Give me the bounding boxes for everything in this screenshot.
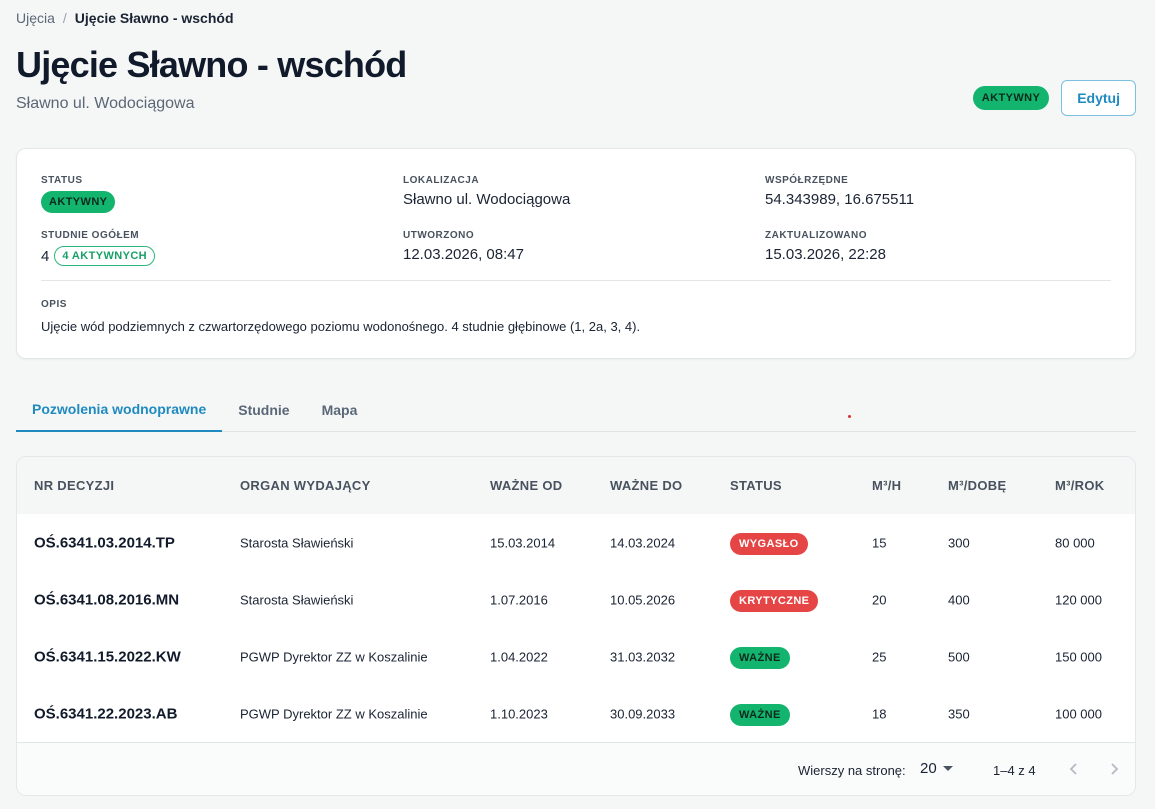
column-header-organ: ORGAN WYDAJĄCY <box>240 478 371 493</box>
info-updated-value: 15.03.2026, 22:28 <box>765 246 886 263</box>
column-header-nr: NR DECYZJI <box>34 478 115 493</box>
cell-valid-from: 15.03.2014 <box>490 535 556 550</box>
rows-per-page-value: 20 <box>920 760 937 777</box>
info-coords-value: 54.343989, 16.675511 <box>765 191 915 208</box>
cell-m3h: 15 <box>872 535 887 550</box>
cell-valid-to: 10.05.2026 <box>610 592 676 607</box>
info-location-label: LOKALIZACJA <box>403 175 480 186</box>
table-row[interactable]: OŚ.6341.03.2014.TP Starosta Sławieński 1… <box>17 514 1135 571</box>
status-badge-expired: WYGASŁO <box>730 532 808 555</box>
cell-m3year: 150 000 <box>1055 649 1102 664</box>
table-row[interactable]: OŚ.6341.08.2016.MN Starosta Sławieński 1… <box>17 571 1135 628</box>
info-coordinates: WSPÓŁRZĘDNE 54.343989, 16.675511 <box>765 175 1105 208</box>
info-updated: ZAKTUALIZOWANO 15.03.2026, 22:28 <box>765 230 1105 263</box>
tab-wells[interactable]: Studnie <box>238 402 290 418</box>
status-badge-valid: WAŻNE <box>730 646 790 669</box>
header-actions: AKTYWNY Edytuj <box>972 80 1136 116</box>
cell-m3year: 120 000 <box>1055 592 1102 607</box>
info-wells: STUDNIE OGÓŁEM 4 4 AKTYWNYCH <box>41 230 381 266</box>
info-created-value: 12.03.2026, 08:47 <box>403 246 524 263</box>
status-badge-valid: WAŻNE <box>730 703 790 726</box>
cell-m3day: 350 <box>948 706 970 721</box>
chevron-right-icon <box>1111 763 1119 775</box>
cell-m3year: 80 000 <box>1055 535 1095 550</box>
cell-organ: Starosta Sławieński <box>240 535 354 550</box>
wells-row: 4 4 AKTYWNYCH <box>41 246 381 266</box>
cell-m3h: 20 <box>872 592 887 607</box>
table-pagination: Wierszy na stronę: 20 1–4 z 4 <box>17 742 1135 795</box>
info-updated-label: ZAKTUALIZOWANO <box>765 230 867 241</box>
page-subtitle: Sławno ul. Wodociągowa <box>16 95 195 112</box>
permits-table: NR DECYZJI ORGAN WYDAJĄCY WAŻNE OD WAŻNE… <box>16 456 1136 796</box>
info-wells-label: STUDNIE OGÓŁEM <box>41 230 140 241</box>
cell-m3day: 400 <box>948 592 970 607</box>
info-created-label: UTWORZONO <box>403 230 475 241</box>
rows-per-page-label: Wierszy na stronę: <box>798 763 906 778</box>
tab-map[interactable]: Mapa <box>321 402 358 418</box>
cell-status: WAŻNE <box>730 703 790 726</box>
cell-valid-to: 31.03.2032 <box>610 649 676 664</box>
status-badge: AKTYWNY <box>972 86 1050 110</box>
status-badge-critical: KRYTYCZNE <box>730 589 819 612</box>
cell-organ: PGWP Dyrektor ZZ w Koszalinie <box>240 706 428 721</box>
column-header-m3day: M³/DOBĘ <box>948 478 1007 493</box>
info-status-badge: AKTYWNY <box>41 191 116 213</box>
cell-valid-to: 30.09.2033 <box>610 706 676 721</box>
info-status: STATUS AKTYWNY <box>41 175 381 213</box>
description-label: OPIS <box>41 299 67 310</box>
cell-valid-from: 1.10.2023 <box>490 706 548 721</box>
cell-m3day: 300 <box>948 535 970 550</box>
description-text: Ujęcie wód podziemnych z czwartorzędoweg… <box>41 319 641 334</box>
cell-valid-from: 1.04.2022 <box>490 649 548 664</box>
table-header: NR DECYZJI ORGAN WYDAJĄCY WAŻNE OD WAŻNE… <box>17 457 1135 514</box>
column-header-valid-to: WAŻNE DO <box>610 478 683 493</box>
cell-status: KRYTYCZNE <box>730 589 819 612</box>
info-status-label: STATUS <box>41 175 83 186</box>
column-header-m3year: M³/ROK <box>1055 478 1105 493</box>
cell-nr: OŚ.6341.15.2022.KW <box>34 648 181 665</box>
info-coords-label: WSPÓŁRZĘDNE <box>765 175 849 186</box>
cell-status: WYGASŁO <box>730 532 808 555</box>
table-row[interactable]: OŚ.6341.22.2023.AB PGWP Dyrektor ZZ w Ko… <box>17 685 1135 742</box>
pagination-range: 1–4 z 4 <box>993 763 1036 778</box>
cell-organ: Starosta Sławieński <box>240 592 354 607</box>
tabs: Pozwolenia wodnoprawne Studnie Mapa <box>16 388 1136 432</box>
cell-m3h: 18 <box>872 706 887 721</box>
cell-valid-to: 14.03.2024 <box>610 535 676 550</box>
prev-page-button[interactable] <box>1062 757 1086 781</box>
info-divider <box>41 280 1111 281</box>
breadcrumb-separator: / <box>62 10 67 26</box>
chevron-down-icon <box>942 766 953 771</box>
cell-nr: OŚ.6341.08.2016.MN <box>34 591 180 608</box>
cell-nr: OŚ.6341.22.2023.AB <box>34 705 178 722</box>
table-row[interactable]: OŚ.6341.15.2022.KW PGWP Dyrektor ZZ w Ko… <box>17 628 1135 685</box>
info-location: LOKALIZACJA Sławno ul. Wodociągowa <box>403 175 743 208</box>
cell-status: WAŻNE <box>730 646 790 669</box>
tab-permits[interactable]: Pozwolenia wodnoprawne <box>16 388 223 432</box>
cell-valid-from: 1.07.2016 <box>490 592 548 607</box>
chevron-left-icon <box>1069 763 1077 775</box>
wells-active-badge: 4 AKTYWNYCH <box>54 246 156 266</box>
column-header-status: STATUS <box>730 478 782 493</box>
cell-m3year: 100 000 <box>1055 706 1102 721</box>
breadcrumb-parent-link[interactable]: Ujęcia <box>16 10 55 26</box>
edit-button[interactable]: Edytuj <box>1061 80 1136 116</box>
cell-nr: OŚ.6341.03.2014.TP <box>34 534 175 551</box>
cell-m3day: 500 <box>948 649 970 664</box>
column-header-m3h: M³/H <box>872 478 902 493</box>
info-card: STATUS AKTYWNY LOKALIZACJA Sławno ul. Wo… <box>16 148 1136 359</box>
indicator-dot <box>848 415 851 418</box>
column-header-valid-from: WAŻNE OD <box>490 478 563 493</box>
next-page-button[interactable] <box>1102 757 1126 781</box>
breadcrumb-current: Ujęcie Sławno - wschód <box>74 10 234 26</box>
info-created: UTWORZONO 12.03.2026, 08:47 <box>403 230 743 263</box>
wells-count: 4 <box>41 247 50 265</box>
rows-per-page-select[interactable]: 20 <box>920 760 953 777</box>
cell-m3h: 25 <box>872 649 887 664</box>
page-title: Ujęcie Sławno - wschód <box>16 44 407 85</box>
breadcrumb: Ujęcia / Ujęcie Sławno - wschód <box>16 10 234 26</box>
cell-organ: PGWP Dyrektor ZZ w Koszalinie <box>240 649 428 664</box>
info-location-value: Sławno ul. Wodociągowa <box>403 191 571 208</box>
